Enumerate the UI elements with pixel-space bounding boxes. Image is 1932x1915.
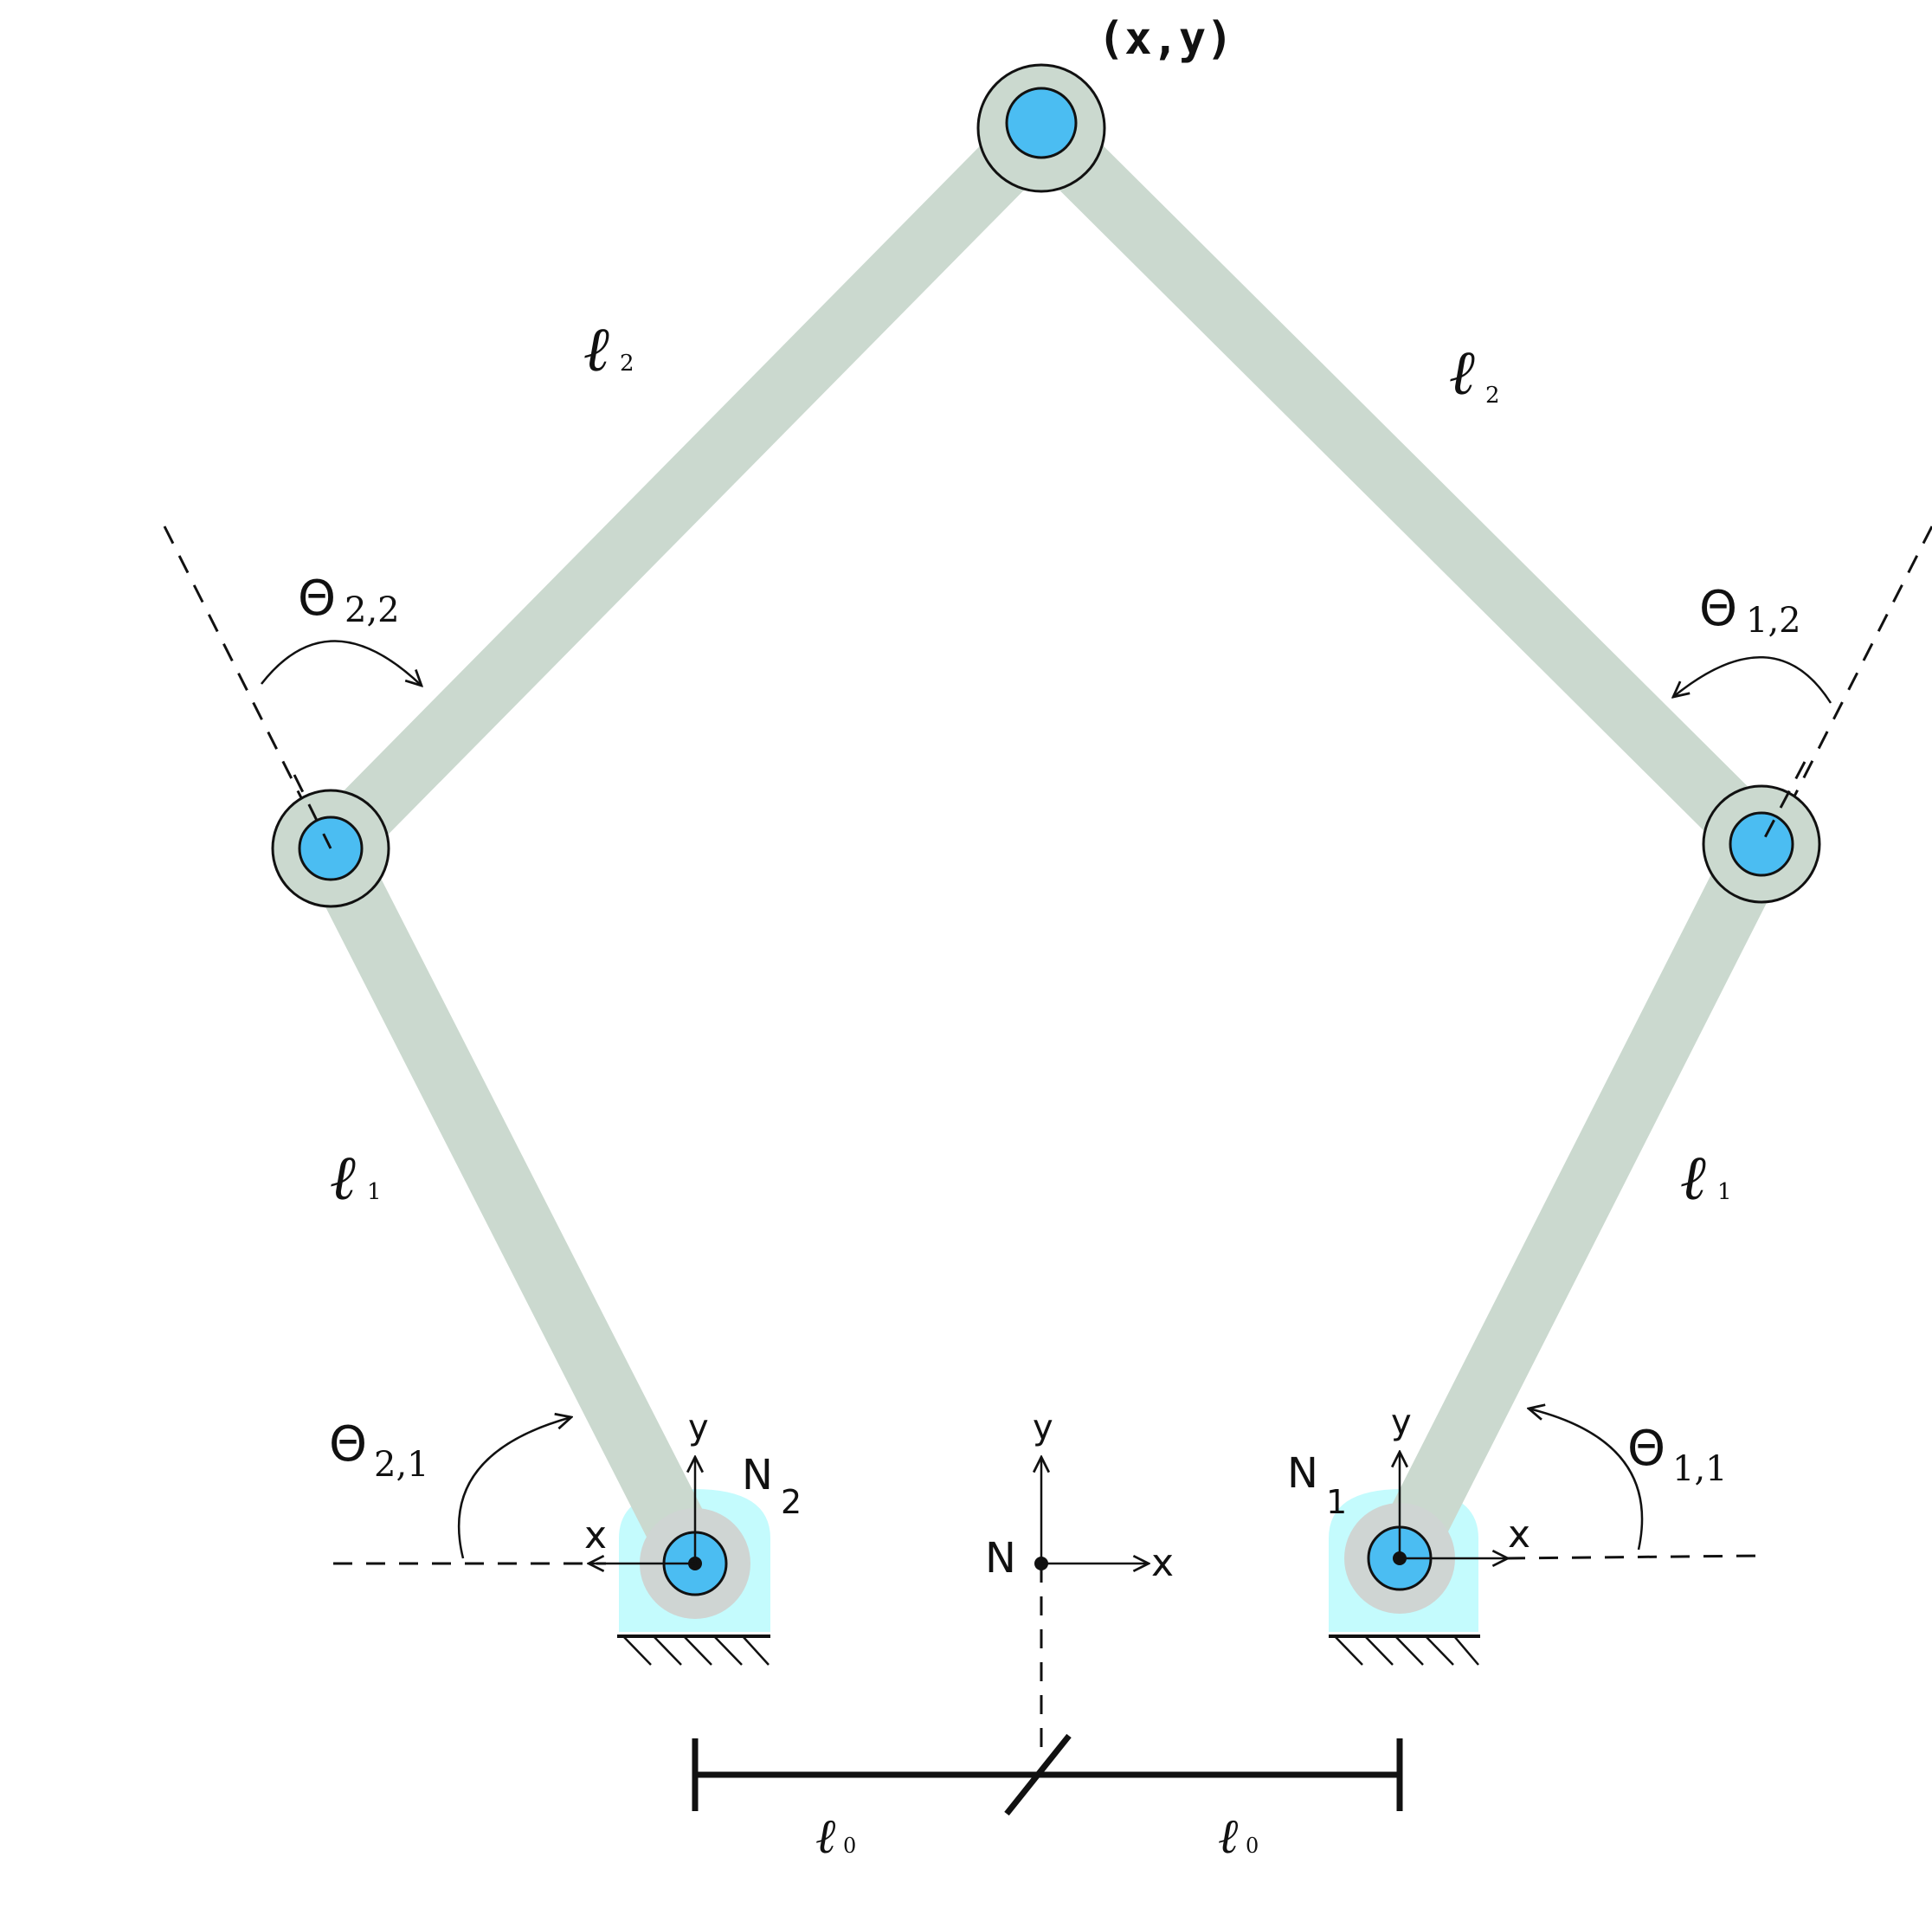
joint-end-effector bbox=[976, 63, 1106, 193]
svg-text:0: 0 bbox=[843, 1834, 856, 1858]
svg-text:Θ: Θ bbox=[329, 1416, 367, 1473]
link-lower-right bbox=[1371, 829, 1790, 1573]
base-dimension bbox=[692, 1733, 1403, 1816]
svg-text:ℓ: ℓ bbox=[331, 1140, 357, 1214]
svg-text:Θ: Θ bbox=[1699, 581, 1737, 637]
svg-text:ℓ: ℓ bbox=[1681, 1140, 1708, 1214]
label-theta-1-2: Θ 1,2 bbox=[1699, 581, 1801, 641]
svg-text:2,1: 2,1 bbox=[374, 1445, 429, 1485]
svg-text:ℓ: ℓ bbox=[816, 1808, 837, 1865]
svg-text:x: x bbox=[584, 1513, 607, 1557]
label-frame-n2: N 2 y x bbox=[584, 1408, 802, 1557]
angle-arc-theta-1-1 bbox=[1529, 1409, 1644, 1551]
ref-line-right-elbow-over bbox=[1760, 761, 1806, 845]
label-theta-2-1: Θ 2,1 bbox=[329, 1416, 429, 1485]
angle-arc-theta-1-2 bbox=[1673, 656, 1832, 704]
label-link-upper-right: ℓ 2 bbox=[1450, 335, 1500, 409]
label-frame-n1: N 1 y x bbox=[1287, 1402, 1530, 1557]
svg-text:2,2: 2,2 bbox=[345, 590, 400, 630]
svg-text:1,1: 1,1 bbox=[1672, 1449, 1728, 1489]
svg-text:N: N bbox=[742, 1451, 773, 1499]
svg-text:2: 2 bbox=[1485, 383, 1500, 409]
svg-text:1: 1 bbox=[1717, 1179, 1732, 1205]
svg-text:ℓ: ℓ bbox=[1450, 335, 1477, 409]
label-link-base-left: ℓ 0 bbox=[816, 1808, 856, 1865]
label-theta-2-2: Θ 2,2 bbox=[298, 571, 400, 630]
link-lower-left bbox=[302, 834, 724, 1578]
label-theta-1-1: Θ 1,1 bbox=[1627, 1421, 1728, 1489]
ref-line-right-elbow bbox=[1777, 525, 1932, 828]
svg-text:y: y bbox=[1391, 1402, 1412, 1442]
svg-text:ℓ: ℓ bbox=[1219, 1808, 1240, 1865]
link-upper-left bbox=[308, 106, 1064, 871]
angle-arc-theta-2-1 bbox=[457, 1417, 571, 1559]
svg-text:Θ: Θ bbox=[1627, 1421, 1665, 1477]
svg-text:2: 2 bbox=[620, 351, 634, 377]
svg-text:1: 1 bbox=[367, 1179, 382, 1205]
label-link-upper-left: ℓ 2 bbox=[584, 312, 634, 385]
ref-line-right-base bbox=[1505, 1554, 1762, 1560]
svg-text:x: x bbox=[1508, 1512, 1530, 1557]
svg-text:N: N bbox=[985, 1534, 1016, 1583]
svg-text:y: y bbox=[1033, 1408, 1053, 1448]
joint-right-elbow bbox=[1702, 784, 1821, 904]
label-link-base-right: ℓ 0 bbox=[1219, 1808, 1259, 1865]
label-frame-n: N y x bbox=[985, 1408, 1174, 1585]
svg-text:Θ: Θ bbox=[298, 571, 336, 627]
label-link-lower-right: ℓ 1 bbox=[1681, 1140, 1732, 1214]
svg-text:ℓ: ℓ bbox=[584, 312, 611, 385]
angle-arc-theta-2-2 bbox=[261, 640, 422, 686]
svg-text:N: N bbox=[1287, 1449, 1318, 1498]
ref-line-left-elbow bbox=[163, 525, 326, 845]
label-link-lower-left: ℓ 1 bbox=[331, 1140, 382, 1214]
end-effector-label: (x,y) bbox=[1098, 13, 1233, 65]
link-upper-right bbox=[1019, 106, 1784, 867]
svg-text:0: 0 bbox=[1246, 1834, 1259, 1858]
svg-text:x: x bbox=[1151, 1541, 1174, 1585]
svg-text:y: y bbox=[688, 1408, 709, 1448]
ref-line-left-elbow-over bbox=[293, 774, 332, 849]
svg-text:2: 2 bbox=[781, 1483, 802, 1521]
svg-text:1,2: 1,2 bbox=[1746, 601, 1801, 641]
svg-text:1: 1 bbox=[1326, 1483, 1347, 1521]
